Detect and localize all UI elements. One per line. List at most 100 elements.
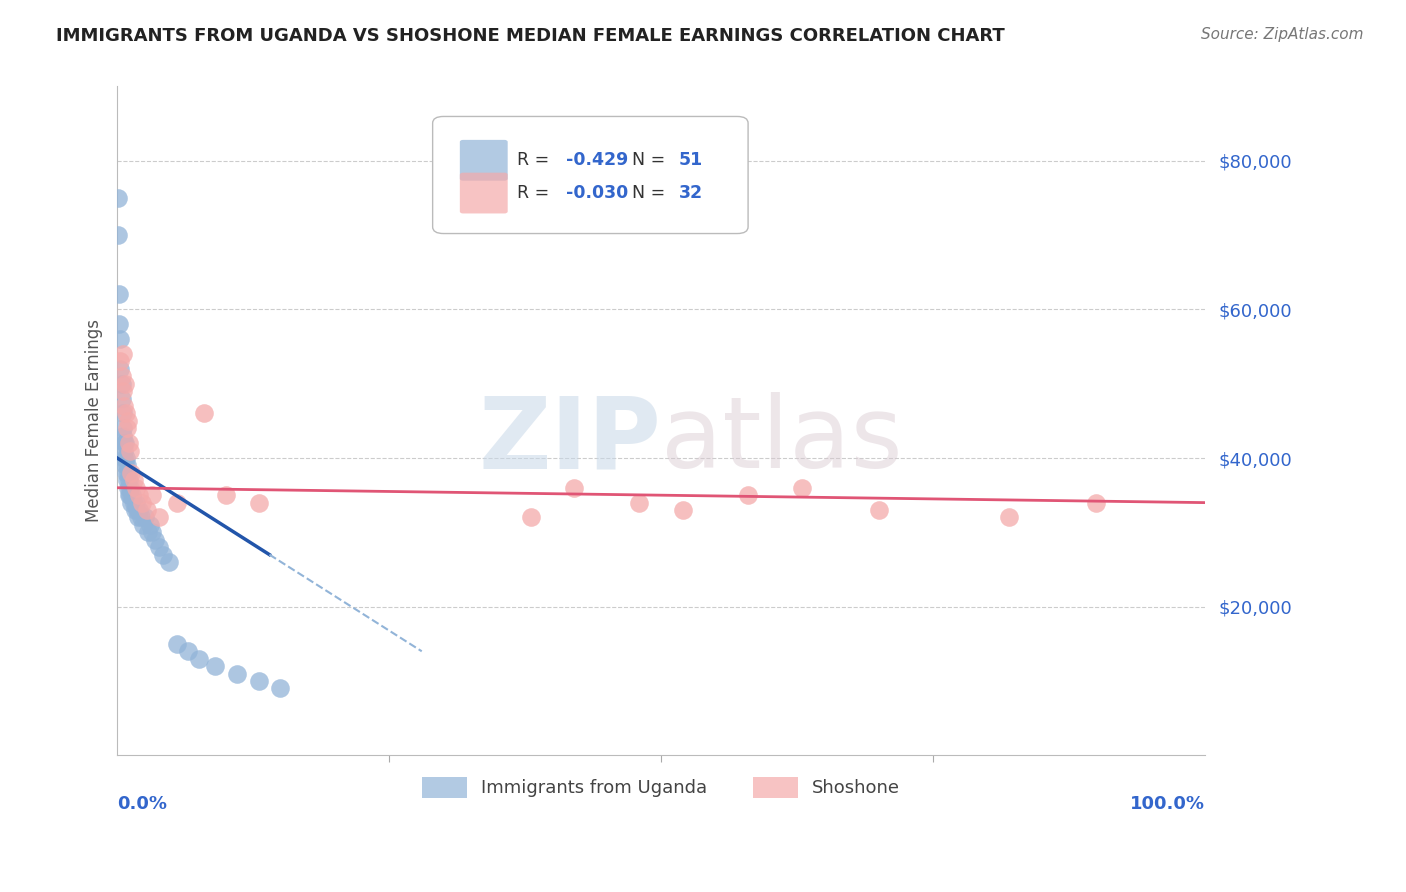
- Text: R =: R =: [517, 184, 555, 202]
- Point: [125, 495, 148, 509]
- Point: [118, 488, 141, 502]
- Point: [204, 659, 226, 673]
- Point: [112, 436, 135, 450]
- Point: [117, 414, 139, 428]
- Point: [124, 503, 146, 517]
- Text: R =: R =: [517, 152, 555, 169]
- Point: [115, 458, 138, 473]
- Point: [114, 458, 136, 473]
- Text: -0.030: -0.030: [567, 184, 628, 202]
- Point: [110, 369, 132, 384]
- Point: [672, 503, 695, 517]
- FancyBboxPatch shape: [460, 173, 508, 213]
- Point: [111, 347, 134, 361]
- Point: [115, 466, 138, 480]
- Point: [127, 510, 149, 524]
- Y-axis label: Median Female Earnings: Median Female Earnings: [86, 319, 103, 523]
- Point: [128, 488, 150, 502]
- Point: [117, 466, 139, 480]
- Text: Source: ZipAtlas.com: Source: ZipAtlas.com: [1201, 27, 1364, 42]
- Text: 0.0%: 0.0%: [117, 796, 167, 814]
- Point: [122, 495, 145, 509]
- Text: N =: N =: [631, 152, 671, 169]
- Point: [215, 488, 238, 502]
- Point: [115, 473, 138, 487]
- Point: [247, 673, 270, 688]
- Text: -0.429: -0.429: [567, 152, 628, 169]
- Point: [121, 488, 143, 502]
- Point: [110, 354, 132, 368]
- Point: [118, 436, 141, 450]
- Point: [177, 644, 200, 658]
- Point: [114, 376, 136, 391]
- Point: [120, 481, 142, 495]
- Point: [112, 450, 135, 465]
- Point: [166, 495, 188, 509]
- Point: [107, 191, 129, 205]
- Point: [129, 510, 152, 524]
- Point: [998, 510, 1021, 524]
- Point: [120, 443, 142, 458]
- Point: [269, 681, 291, 696]
- Point: [141, 488, 163, 502]
- Text: N =: N =: [631, 184, 671, 202]
- Point: [247, 495, 270, 509]
- Point: [1085, 495, 1108, 509]
- Point: [122, 473, 145, 487]
- Text: atlas: atlas: [661, 392, 903, 490]
- Point: [114, 436, 136, 450]
- Text: IMMIGRANTS FROM UGANDA VS SHOSHONE MEDIAN FEMALE EARNINGS CORRELATION CHART: IMMIGRANTS FROM UGANDA VS SHOSHONE MEDIA…: [56, 27, 1005, 45]
- Point: [562, 481, 585, 495]
- Point: [132, 517, 155, 532]
- Point: [108, 287, 131, 301]
- Point: [112, 399, 135, 413]
- Point: [111, 421, 134, 435]
- Point: [110, 332, 132, 346]
- Point: [135, 503, 157, 517]
- FancyBboxPatch shape: [460, 140, 508, 181]
- Text: 100.0%: 100.0%: [1130, 796, 1205, 814]
- Point: [225, 666, 247, 681]
- Point: [111, 428, 134, 442]
- Point: [737, 488, 759, 502]
- Point: [115, 450, 138, 465]
- Point: [117, 481, 139, 495]
- Point: [134, 510, 156, 524]
- Point: [152, 548, 174, 562]
- Point: [148, 510, 170, 524]
- Point: [187, 651, 209, 665]
- Text: 32: 32: [679, 184, 703, 202]
- Point: [110, 361, 132, 376]
- Point: [115, 406, 138, 420]
- Point: [141, 525, 163, 540]
- Point: [157, 555, 180, 569]
- Point: [111, 406, 134, 420]
- Point: [125, 481, 148, 495]
- Point: [125, 503, 148, 517]
- Point: [118, 473, 141, 487]
- Point: [120, 495, 142, 509]
- Point: [131, 495, 153, 509]
- Point: [110, 392, 132, 406]
- Point: [143, 533, 166, 547]
- Point: [519, 510, 541, 524]
- Text: ZIP: ZIP: [478, 392, 661, 490]
- Point: [868, 503, 890, 517]
- Point: [107, 227, 129, 242]
- Point: [120, 488, 142, 502]
- Point: [166, 637, 188, 651]
- Point: [139, 517, 162, 532]
- Point: [115, 421, 138, 435]
- Legend: Immigrants from Uganda, Shoshone: Immigrants from Uganda, Shoshone: [413, 768, 910, 806]
- FancyBboxPatch shape: [433, 117, 748, 234]
- Point: [110, 376, 132, 391]
- Point: [128, 503, 150, 517]
- Point: [792, 481, 814, 495]
- Point: [193, 406, 215, 420]
- Point: [108, 317, 131, 331]
- Point: [111, 384, 134, 398]
- Point: [112, 443, 135, 458]
- Point: [120, 466, 142, 480]
- Text: 51: 51: [679, 152, 703, 169]
- Point: [628, 495, 651, 509]
